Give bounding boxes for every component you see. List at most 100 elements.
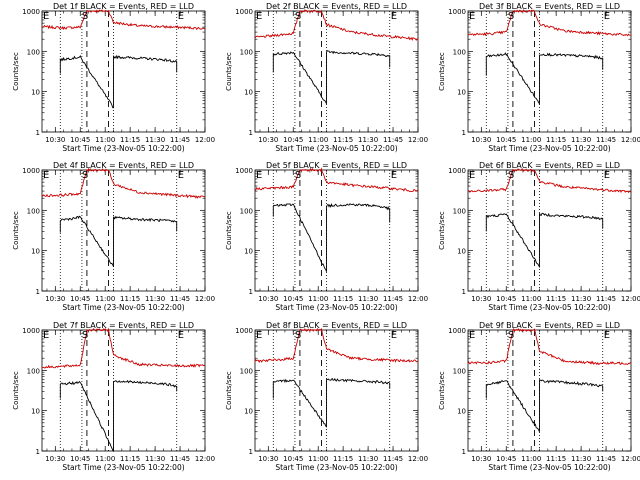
end-marker-right: E <box>178 11 184 22</box>
x-tick-label: 12:00 <box>621 455 640 463</box>
start-marker: S <box>508 11 514 22</box>
series-lld <box>254 9 419 41</box>
x-tick-label: 12:00 <box>408 455 428 463</box>
x-tick-label: 12:00 <box>621 295 640 303</box>
x-axis-label: Start Time (23-Nov-05 10:22:00) <box>275 463 397 472</box>
y-axis-label: Counts/sec <box>438 52 446 91</box>
x-tick-label: 11:30 <box>145 136 165 144</box>
x-tick-label: 11:30 <box>358 455 378 463</box>
series-events <box>59 215 178 267</box>
y-axis-label: Counts/sec <box>225 52 233 91</box>
panel-det-9: Det 9f BLACK = Events, RED = LLD 1 10 100 10… <box>438 321 640 472</box>
x-tick-label: 11:15 <box>120 295 140 303</box>
plot-frame <box>467 10 632 133</box>
plot-frame <box>41 10 206 133</box>
y-axis: 1 10 100 1000 <box>22 327 205 456</box>
series-lld <box>41 327 206 369</box>
x-tick-label: 11:00 <box>308 455 328 463</box>
y-axis: 1 10 100 1000 <box>448 327 631 456</box>
x-axis: 10:30 10:45 11:00 11:15 11:30 11:45 12:00 <box>258 330 428 463</box>
x-tick-label: 11:30 <box>571 295 591 303</box>
y-tick-label: 100 <box>240 207 253 215</box>
panel-title: Det 1f BLACK = Events, RED = LLD <box>53 2 194 11</box>
x-tick-label: 10:30 <box>258 136 278 144</box>
plot-frame <box>254 10 419 133</box>
y-axis-label: Counts/sec <box>12 211 20 250</box>
x-tick-label: 10:30 <box>471 455 491 463</box>
series-lld <box>254 327 419 363</box>
y-tick-label: 1000 <box>22 167 40 175</box>
end-marker-left: E <box>256 11 262 22</box>
plot-frame <box>41 169 206 292</box>
x-tick-label: 12:00 <box>408 136 428 144</box>
end-marker-left: E <box>469 330 475 341</box>
x-tick-label: 10:45 <box>496 295 516 303</box>
x-tick-label: 10:45 <box>70 136 90 144</box>
end-marker-right: E <box>391 170 397 181</box>
series-events <box>59 54 178 109</box>
panel-det-4: Det 4f BLACK = Events, RED = LLD 1 10 100 10… <box>12 161 215 312</box>
panel-title: Det 7f BLACK = Events, RED = LLD <box>53 321 194 330</box>
x-tick-label: 11:45 <box>596 295 616 303</box>
y-tick-label: 1 <box>462 448 466 456</box>
y-tick-label: 1000 <box>448 327 466 335</box>
y-axis-label: Counts/sec <box>225 211 233 250</box>
y-tick-label: 10 <box>244 89 253 97</box>
y-tick-label: 100 <box>240 367 253 375</box>
x-tick-label: 10:45 <box>70 295 90 303</box>
x-tick-label: 11:15 <box>546 136 566 144</box>
x-tick-label: 10:45 <box>70 455 90 463</box>
panel-title: Det 9f BLACK = Events, RED = LLD <box>479 321 620 330</box>
x-tick-label: 12:00 <box>408 295 428 303</box>
x-tick-label: 10:45 <box>283 455 303 463</box>
y-tick-label: 1000 <box>22 8 40 16</box>
x-axis: 10:30 10:45 11:00 11:15 11:30 11:45 12:00 <box>45 11 215 144</box>
y-tick-label: 100 <box>27 367 40 375</box>
x-tick-label: 10:45 <box>496 455 516 463</box>
series-lld <box>41 167 206 199</box>
y-tick-label: 100 <box>240 48 253 56</box>
start-marker: S <box>82 170 88 181</box>
x-axis-label: Start Time (23-Nov-05 10:22:00) <box>62 463 184 472</box>
series-events <box>485 52 604 106</box>
start-marker: S <box>82 330 88 341</box>
x-tick-label: 11:30 <box>358 136 378 144</box>
end-marker-right: E <box>178 170 184 181</box>
y-tick-label: 1 <box>36 129 40 137</box>
series-events <box>485 212 604 269</box>
y-axis: 1 10 100 1000 <box>448 167 631 296</box>
x-axis: 10:30 10:45 11:00 11:15 11:30 11:45 12:00 <box>45 330 215 463</box>
y-tick-label: 1 <box>249 288 253 296</box>
y-axis: 1 10 100 1000 <box>22 167 205 296</box>
x-tick-label: 11:45 <box>170 136 190 144</box>
x-axis: 10:30 10:45 11:00 11:15 11:30 11:45 12:00 <box>471 330 640 463</box>
y-tick-label: 10 <box>31 248 40 256</box>
x-tick-label: 12:00 <box>195 295 215 303</box>
y-tick-label: 100 <box>27 207 40 215</box>
x-tick-label: 11:15 <box>546 295 566 303</box>
plot-frame <box>467 329 632 452</box>
start-marker: S <box>295 170 301 181</box>
x-tick-label: 11:30 <box>571 136 591 144</box>
x-tick-label: 11:00 <box>95 136 115 144</box>
x-tick-label: 11:45 <box>170 455 190 463</box>
x-axis-label: Start Time (23-Nov-05 10:22:00) <box>275 303 397 312</box>
end-marker-left: E <box>256 330 262 341</box>
x-tick-label: 10:30 <box>471 295 491 303</box>
panel-det-8: Det 8f BLACK = Events, RED = LLD 1 10 100 10… <box>225 321 428 472</box>
x-tick-label: 11:45 <box>383 295 403 303</box>
y-axis-label: Counts/sec <box>225 371 233 410</box>
x-axis: 10:30 10:45 11:00 11:15 11:30 11:45 12:00 <box>471 170 640 303</box>
x-tick-label: 11:00 <box>521 136 541 144</box>
panel-title: Det 4f BLACK = Events, RED = LLD <box>53 161 194 170</box>
x-tick-label: 10:45 <box>283 136 303 144</box>
panel-det-5: Det 5f BLACK = Events, RED = LLD 1 10 100 10… <box>225 161 428 312</box>
x-axis-label: Start Time (23-Nov-05 10:22:00) <box>275 144 397 153</box>
x-tick-label: 11:45 <box>596 455 616 463</box>
y-tick-label: 1 <box>36 288 40 296</box>
end-marker-right: E <box>604 11 610 22</box>
series-lld <box>467 167 632 194</box>
x-tick-label: 11:45 <box>383 455 403 463</box>
end-marker-right: E <box>391 11 397 22</box>
